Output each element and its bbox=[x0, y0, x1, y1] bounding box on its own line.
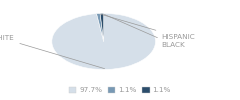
Text: BLACK: BLACK bbox=[104, 14, 185, 48]
Wedge shape bbox=[96, 13, 104, 41]
Wedge shape bbox=[100, 13, 104, 41]
Legend: 97.7%, 1.1%, 1.1%: 97.7%, 1.1%, 1.1% bbox=[66, 84, 174, 96]
Wedge shape bbox=[52, 13, 156, 70]
Text: HISPANIC: HISPANIC bbox=[101, 14, 195, 40]
Text: WHITE: WHITE bbox=[0, 35, 105, 69]
